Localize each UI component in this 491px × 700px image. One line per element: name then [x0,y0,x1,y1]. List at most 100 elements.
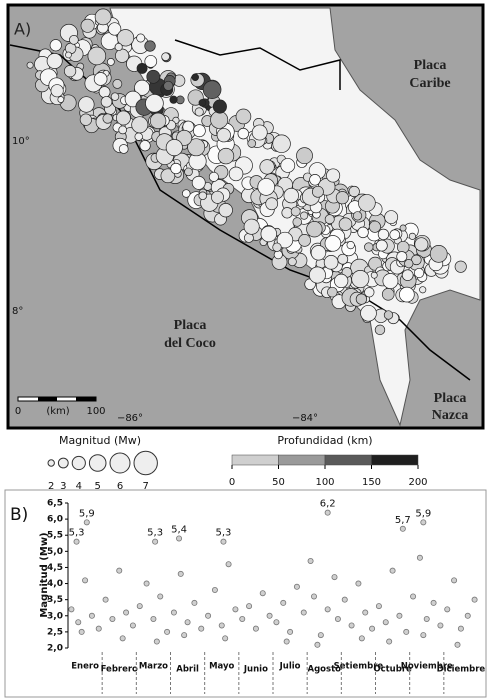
quake [136,62,148,74]
quake [208,171,219,182]
point [109,616,116,623]
point [437,622,444,629]
quake [87,46,107,66]
depth-label: 100 [315,477,334,488]
quake [191,175,206,190]
quake [411,254,422,266]
lat-label: 8° [12,306,23,317]
y-tick-label: 4,0 [47,579,63,589]
plate-label: Placa [414,58,447,73]
value-label: 5,9 [79,508,95,519]
magnitude-label: 7 [143,481,149,492]
point [259,590,266,597]
y-tick-label: 3,5 [47,595,63,605]
x-tick-label: Noviembre [401,662,453,672]
quake [323,255,339,270]
depth-bin [324,454,372,466]
legend-title: Profundidad (km) [277,434,372,447]
quake [163,80,174,91]
quake [334,273,349,289]
quake [360,304,377,322]
quake [259,159,275,175]
plate-label: Nazca [432,408,469,423]
value-label: 5,3 [69,528,85,539]
quake [114,42,123,52]
point [369,625,376,632]
depth-bin [278,454,326,466]
quake [112,79,123,89]
quake [146,69,161,84]
quake [272,242,282,252]
panel-label: A) [14,20,31,39]
value-label: 5,4 [171,524,187,535]
plate-label: Placa [174,318,207,333]
quake [26,61,34,69]
lon-label: −84° [292,413,318,424]
x-tick-label: Setiembre [334,662,384,672]
point [396,612,403,619]
quake [50,84,64,98]
lon-label: −86° [117,413,143,424]
point [153,638,160,645]
quake [419,286,427,294]
quake [399,286,415,303]
magnitude-label: 4 [76,481,82,492]
quake [374,324,386,336]
quake [134,132,143,141]
quake [131,116,149,134]
point [317,632,324,639]
x-tick-label: Enero [71,662,99,672]
quake [80,18,95,33]
point [184,619,191,626]
point [78,628,85,635]
quake [198,191,208,201]
point [464,612,471,619]
quake [144,55,158,68]
point [218,622,225,629]
point [102,596,109,603]
point [177,570,184,577]
point [119,635,126,642]
depth-bin [231,454,279,466]
point [88,612,95,619]
point [280,599,287,606]
lat-label: 10° [12,136,30,147]
quake [397,240,410,254]
quake [287,257,297,267]
quake [210,110,229,129]
point [471,596,478,603]
point [83,519,90,526]
quake [414,237,429,252]
scale-label: (km) [46,406,69,417]
quake [298,234,311,247]
quake [247,139,257,148]
x-tick-label: Agosto [308,665,342,675]
magnitude-label: 5 [95,481,101,492]
quake [187,138,206,157]
quake [389,229,401,241]
quake [399,224,407,232]
point [246,603,253,610]
point [362,609,369,616]
magnitude-label: 3 [60,481,66,492]
point [293,583,300,590]
quake [145,94,164,113]
quake [191,73,199,81]
point [410,593,417,600]
x-tick-label: Julio [279,662,301,672]
quake [102,113,113,124]
scale-bar [38,397,57,401]
magnitude-label: 2 [48,481,54,492]
depth-label: 0 [229,477,235,488]
quake [49,39,62,52]
magnitude-symbol [47,459,55,467]
quake-circles [26,8,467,336]
quake [309,173,321,186]
scale-label: 100 [86,406,105,417]
x-tick-label: Abril [176,665,199,675]
y-tick-label: 5,5 [47,531,63,541]
point [324,509,331,516]
point [266,612,273,619]
point [211,587,218,594]
border [174,39,341,90]
